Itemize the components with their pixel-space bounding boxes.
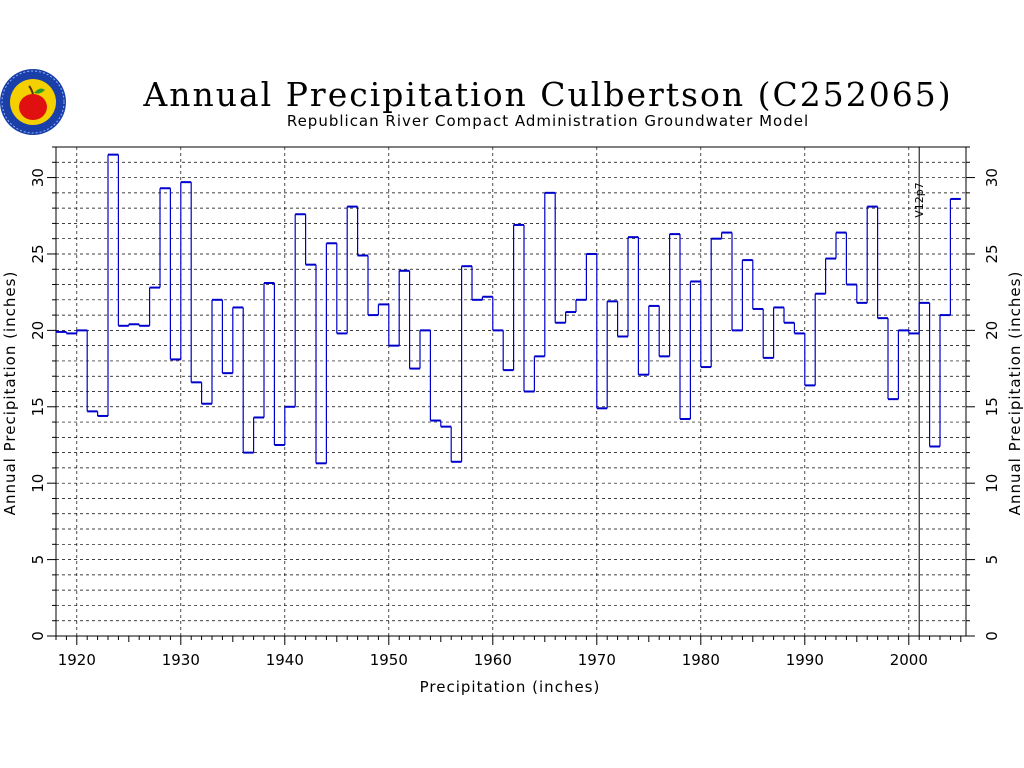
x-tick-label: 1940 [266, 651, 304, 669]
x-tick-label: 1960 [474, 651, 512, 669]
y-tick-label-right: 20 [983, 321, 1001, 340]
gridlines [56, 147, 966, 636]
plot-frame [55, 146, 967, 637]
y-tick-label-left: 20 [29, 321, 47, 340]
version-annotation: V12p7 [913, 182, 926, 218]
y-tick-label-right: 0 [983, 631, 1001, 641]
x-tick-label: 1980 [682, 651, 720, 669]
y-tick-label-left: 15 [29, 397, 47, 416]
x-tick-label: 1990 [786, 651, 824, 669]
series-precipitation [56, 153, 961, 465]
x-tick-label: 1970 [578, 651, 616, 669]
y-tick-label-right: 30 [983, 168, 1001, 187]
y-tick-label-left: 5 [29, 555, 47, 565]
y-axis-label-right: Annual Precipitation (inches) [1006, 271, 1024, 516]
x-tick-label: 1920 [58, 651, 96, 669]
chart-title: Annual Precipitation Culbertson (C252065… [142, 75, 952, 114]
plot-border [55, 146, 967, 637]
chart-subtitle: Republican River Compact Administration … [287, 112, 809, 130]
apple-seal-logo [0, 69, 66, 135]
y-tick-label-right: 5 [983, 555, 1001, 565]
y-tick-label-left: 10 [29, 474, 47, 493]
y-tick-label-left: 30 [29, 168, 47, 187]
y-tick-label-left: 0 [29, 631, 47, 641]
x-tick-label: 2000 [890, 651, 928, 669]
x-tick-label: 1930 [162, 651, 200, 669]
y-tick-label-right: 10 [983, 474, 1001, 493]
y-tick-label-right: 25 [983, 244, 1001, 263]
y-axis-label-left: Annual Precipitation (inches) [1, 271, 19, 516]
y-tick-label-left: 25 [29, 244, 47, 263]
x-tick-label: 1950 [370, 651, 408, 669]
axis-ticks: 1920 1930 1940 1950 1960 1970 1980 1990 2000 0 0 5 5… [29, 146, 1001, 669]
y-tick-label-right: 15 [983, 397, 1001, 416]
x-axis-label: Precipitation (inches) [420, 678, 601, 696]
